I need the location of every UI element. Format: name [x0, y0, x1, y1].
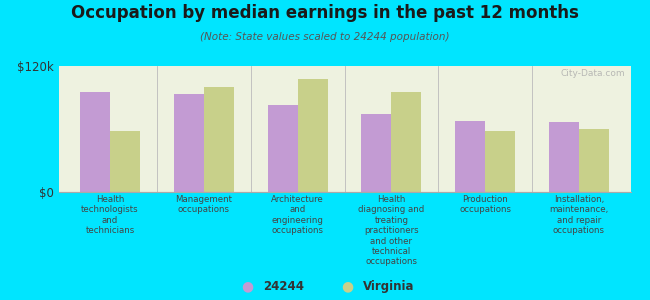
Bar	[361, 114, 391, 192]
Text: Health
technologists
and
technicians: Health technologists and technicians	[81, 195, 139, 235]
Bar	[455, 121, 485, 192]
Text: 24244: 24244	[263, 280, 304, 293]
Text: (Note: State values scaled to 24244 population): (Note: State values scaled to 24244 popu…	[200, 32, 450, 41]
Text: Virginia: Virginia	[363, 280, 414, 293]
Text: Occupation by median earnings in the past 12 months: Occupation by median earnings in the pas…	[71, 4, 579, 22]
Bar	[391, 92, 421, 192]
Bar	[298, 79, 328, 192]
Bar	[110, 131, 140, 192]
Text: Health
diagnosing and
treating
practitioners
and other
technical
occupations: Health diagnosing and treating practitio…	[358, 195, 424, 266]
Bar	[268, 105, 298, 192]
Text: Production
occupations: Production occupations	[459, 195, 511, 214]
Bar	[579, 129, 609, 192]
Text: Installation,
maintenance,
and repair
occupations: Installation, maintenance, and repair oc…	[549, 195, 608, 235]
Text: Management
occupations: Management occupations	[176, 195, 232, 214]
Text: City-Data.com: City-Data.com	[560, 68, 625, 77]
Text: ●: ●	[342, 280, 354, 293]
Bar	[80, 92, 110, 192]
Bar	[174, 94, 204, 192]
Bar	[485, 131, 515, 192]
Bar	[549, 122, 579, 192]
Text: ●: ●	[241, 280, 253, 293]
Bar	[204, 87, 234, 192]
Text: Architecture
and
engineering
occupations: Architecture and engineering occupations	[271, 195, 324, 235]
